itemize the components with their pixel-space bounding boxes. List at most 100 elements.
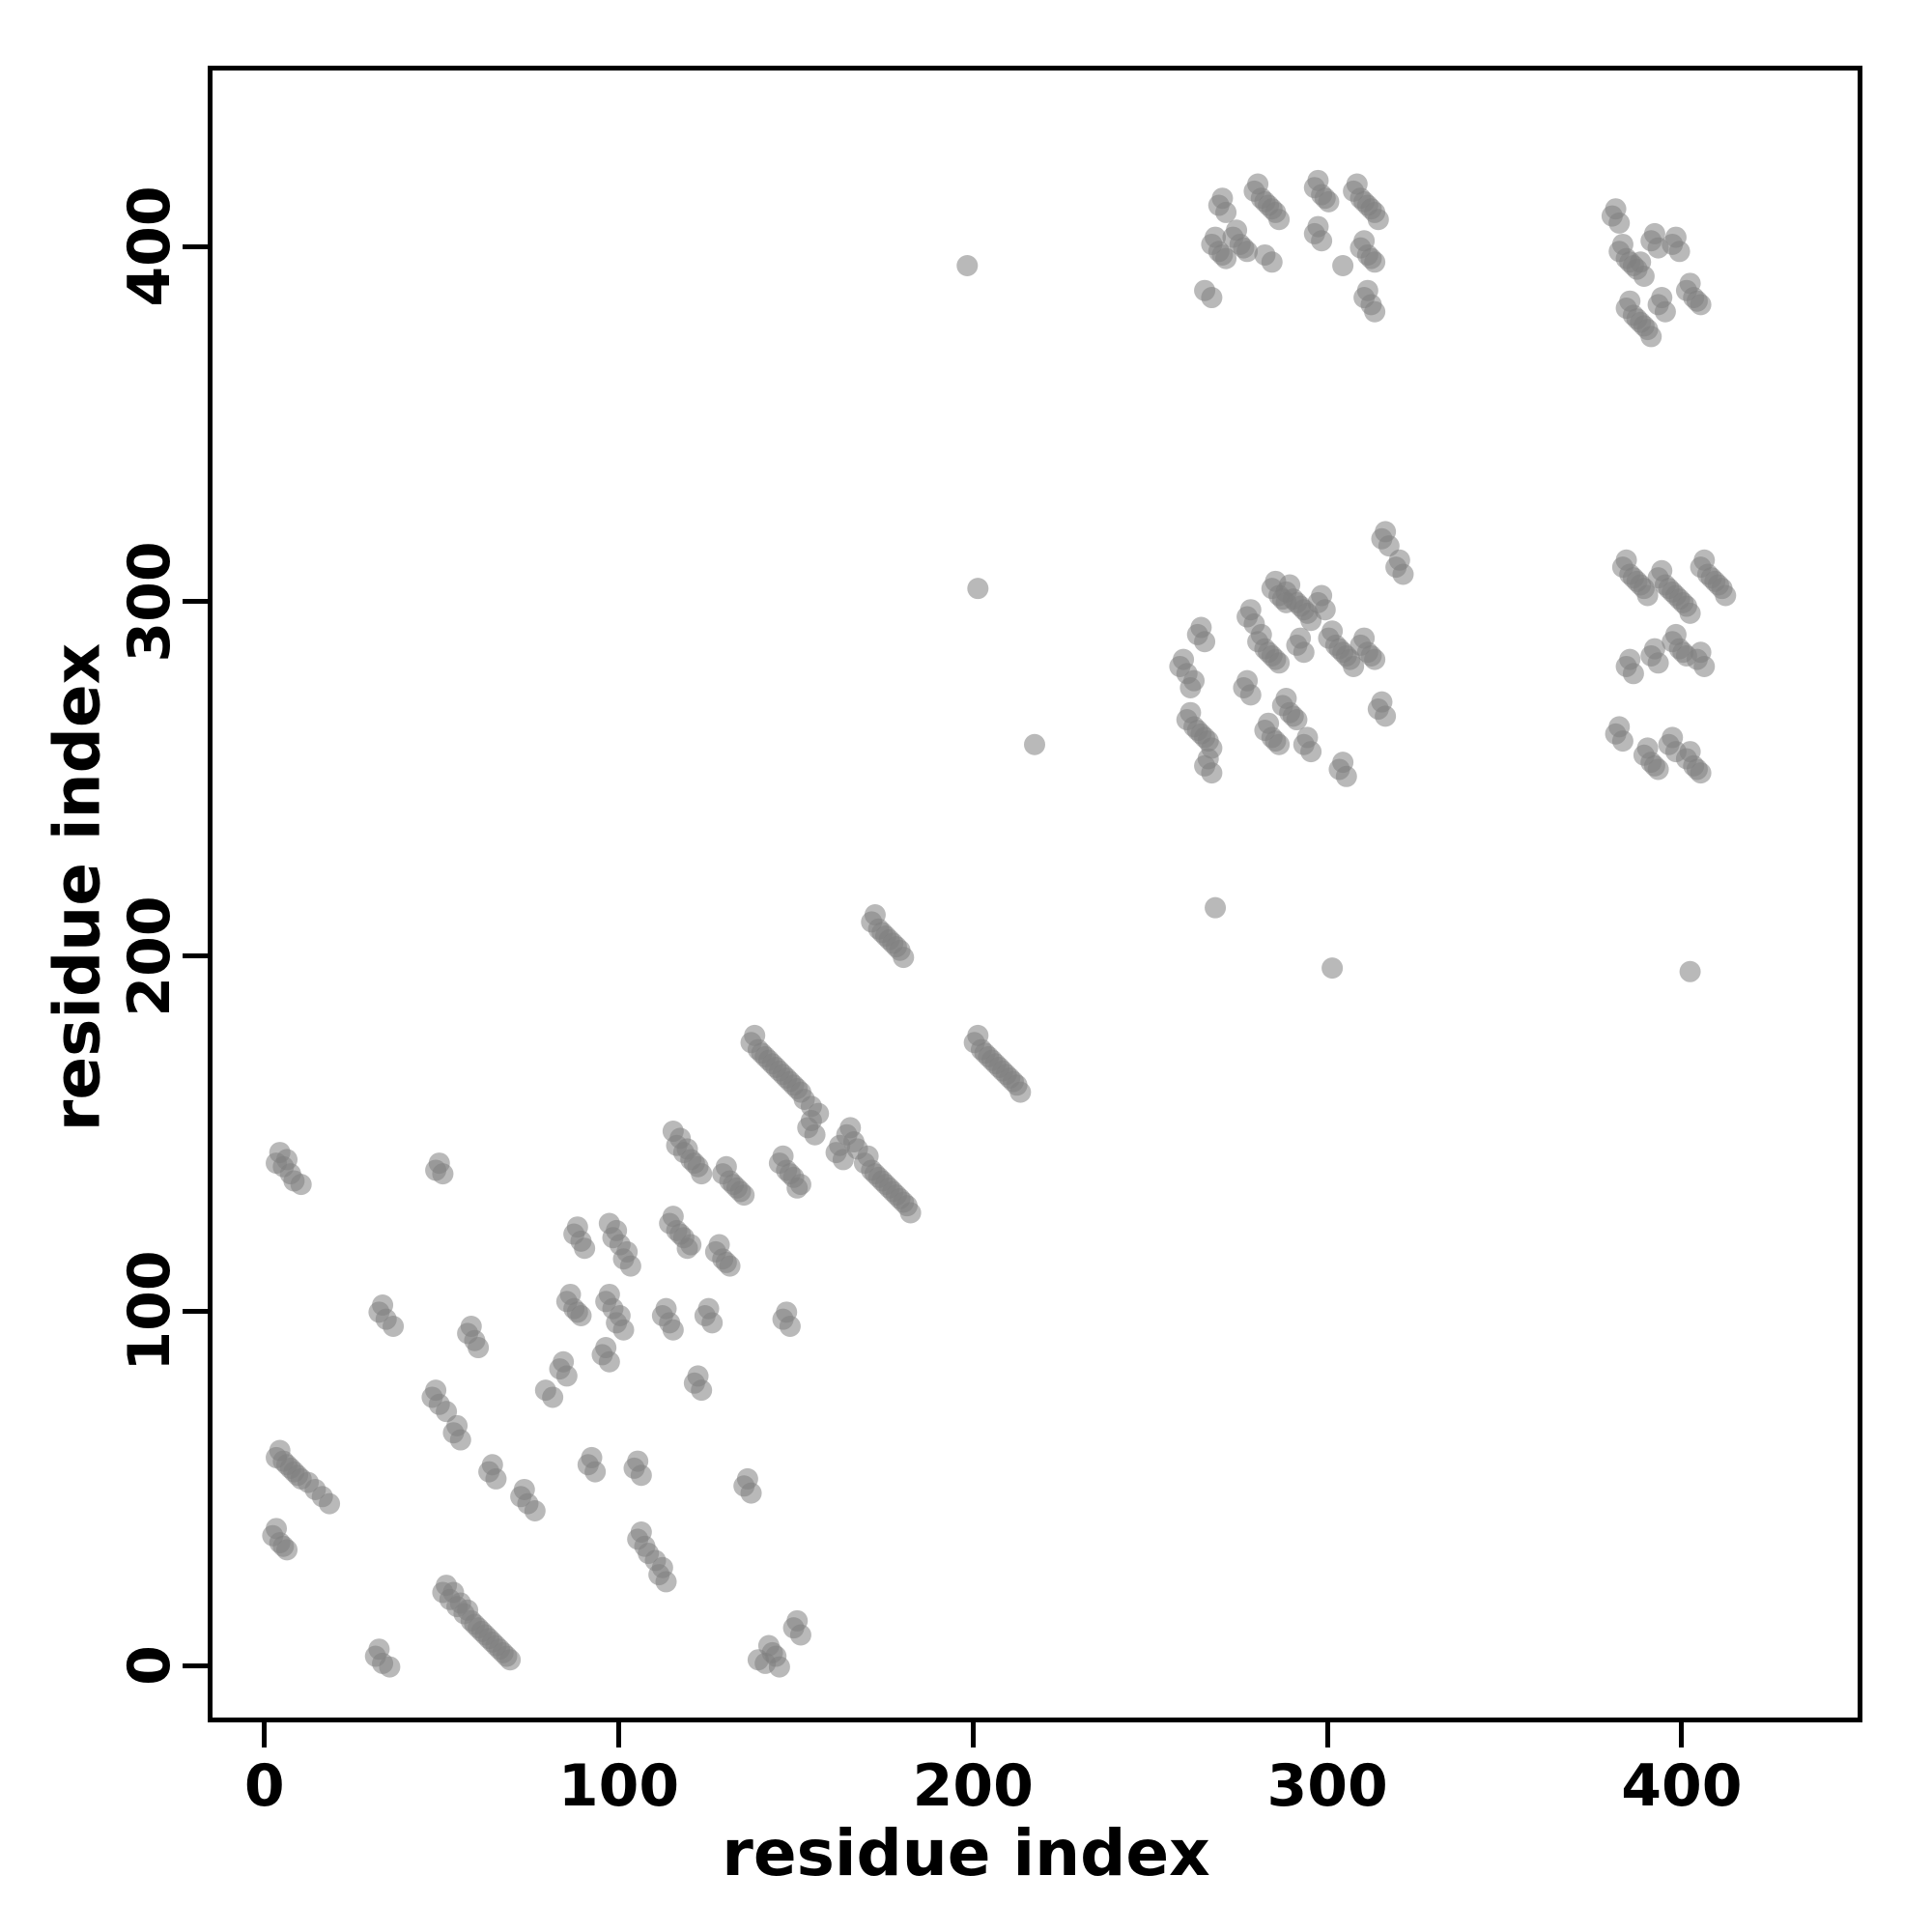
x-tick-100: [615, 1722, 621, 1747]
y-tick-400: [183, 243, 208, 249]
contact-point: [428, 1152, 450, 1175]
contact-point: [893, 947, 915, 969]
contact-point: [1332, 254, 1354, 276]
contact-point: [765, 1645, 787, 1667]
contact-point: [662, 1206, 684, 1228]
contact-point: [481, 1454, 503, 1476]
contact-point: [1662, 726, 1684, 749]
contact-point: [425, 1379, 447, 1402]
contact-point: [1371, 691, 1393, 713]
contact-point: [1332, 752, 1354, 774]
x-axis-title: residue index: [722, 1816, 1210, 1890]
scatter-points-layer: [262, 169, 1737, 1678]
contact-point: [1321, 957, 1344, 980]
plot-area: [213, 71, 1858, 1718]
contact-point: [662, 1121, 684, 1143]
contact-point: [612, 1319, 635, 1341]
contact-point: [715, 1155, 737, 1178]
x-tick-label-200: 200: [912, 1752, 1034, 1820]
contact-point: [736, 1467, 758, 1490]
y-tick-300: [183, 599, 208, 605]
contact-point: [786, 1609, 809, 1632]
contact-point: [1264, 730, 1287, 753]
contact-point: [1236, 669, 1259, 692]
contact-point: [1268, 209, 1291, 231]
contact-point: [619, 1255, 641, 1277]
contact-point: [1693, 549, 1716, 571]
x-tick-400: [1679, 1722, 1685, 1747]
x-tick-label-0: 0: [243, 1752, 285, 1820]
contact-point: [368, 1638, 390, 1661]
contact-point: [266, 1518, 288, 1540]
contact-point: [1009, 1081, 1032, 1103]
contact-point: [1690, 641, 1712, 664]
contact-point: [744, 1024, 766, 1046]
contact-point: [1679, 741, 1701, 763]
contact-point: [1643, 222, 1665, 244]
contact-point: [1636, 737, 1659, 759]
contact-point: [1619, 648, 1641, 670]
contact-point: [687, 1365, 709, 1387]
contact-point: [1715, 584, 1737, 607]
contact-point: [559, 1283, 582, 1305]
contact-point: [1686, 758, 1708, 781]
x-tick-label-400: 400: [1621, 1752, 1743, 1820]
contact-point: [630, 1521, 652, 1544]
contact-point: [1179, 676, 1202, 698]
contact-point: [542, 1386, 564, 1408]
contact-point: [691, 1163, 713, 1185]
y-tick-100: [183, 1308, 208, 1314]
contact-point: [697, 1297, 720, 1320]
contact-point: [276, 1149, 298, 1171]
contact-point: [729, 1180, 752, 1203]
x-tick-label-300: 300: [1266, 1752, 1388, 1820]
y-axis-title: residue index: [40, 642, 115, 1132]
contact-point: [676, 1237, 698, 1260]
contact-point: [1375, 521, 1397, 543]
contact-point: [1360, 644, 1382, 667]
contact-point: [1258, 712, 1280, 734]
contact-point: [1173, 648, 1195, 670]
contact-point: [1307, 169, 1329, 191]
contact-point: [829, 1134, 851, 1156]
contact-point: [772, 1145, 794, 1167]
contact-point: [786, 1177, 809, 1199]
contact-point: [372, 1293, 394, 1316]
contact-point: [468, 1337, 490, 1359]
contact-point: [595, 1337, 617, 1359]
contact-point: [1296, 726, 1319, 749]
contact-point: [566, 1301, 588, 1323]
contact-point: [1643, 638, 1665, 660]
contact-point: [290, 1174, 312, 1196]
contact-point: [1264, 648, 1287, 670]
contact-point: [1679, 602, 1701, 624]
contact-point: [1615, 549, 1637, 571]
contact-point: [553, 1350, 575, 1373]
contact-point: [1608, 716, 1631, 738]
contact-point: [574, 1237, 596, 1260]
contact-point: [1679, 272, 1701, 295]
x-tick-200: [970, 1722, 976, 1747]
y-tick-label-300: 300: [116, 540, 184, 663]
contact-point: [1388, 549, 1410, 571]
contact-points: [262, 169, 1737, 1678]
contact-point: [581, 1446, 603, 1468]
y-tick-200: [183, 953, 208, 959]
contact-point: [1353, 627, 1376, 649]
contact-point: [1233, 237, 1255, 259]
contact-point: [1275, 688, 1297, 710]
contact-point: [1343, 655, 1365, 677]
contact-point: [1643, 754, 1665, 777]
contact-point: [1261, 251, 1283, 273]
contact-point: [598, 1212, 620, 1235]
contact-point: [499, 1649, 522, 1671]
contact-point: [1367, 209, 1389, 231]
contact-point: [967, 1024, 989, 1046]
x-tick-label-100: 100: [557, 1752, 680, 1820]
contact-point: [1282, 705, 1304, 727]
contact-point: [956, 254, 979, 276]
contact-point: [1247, 173, 1269, 195]
contact-point: [708, 1234, 730, 1256]
contact-point: [513, 1478, 535, 1500]
y-tick-label-0: 0: [116, 1645, 184, 1687]
